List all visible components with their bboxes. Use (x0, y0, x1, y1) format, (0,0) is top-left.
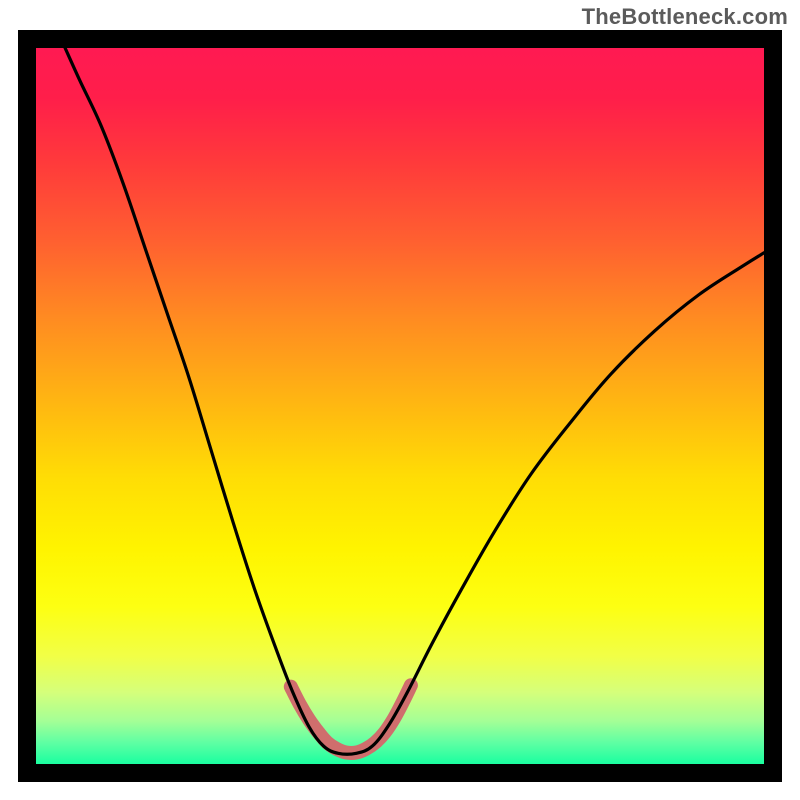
stage: TheBottleneck.com (0, 0, 800, 800)
plot-frame (18, 30, 782, 782)
plot-area (36, 48, 764, 764)
plot-svg (36, 48, 764, 764)
gradient-background (36, 48, 764, 764)
watermark-text: TheBottleneck.com (582, 4, 788, 30)
